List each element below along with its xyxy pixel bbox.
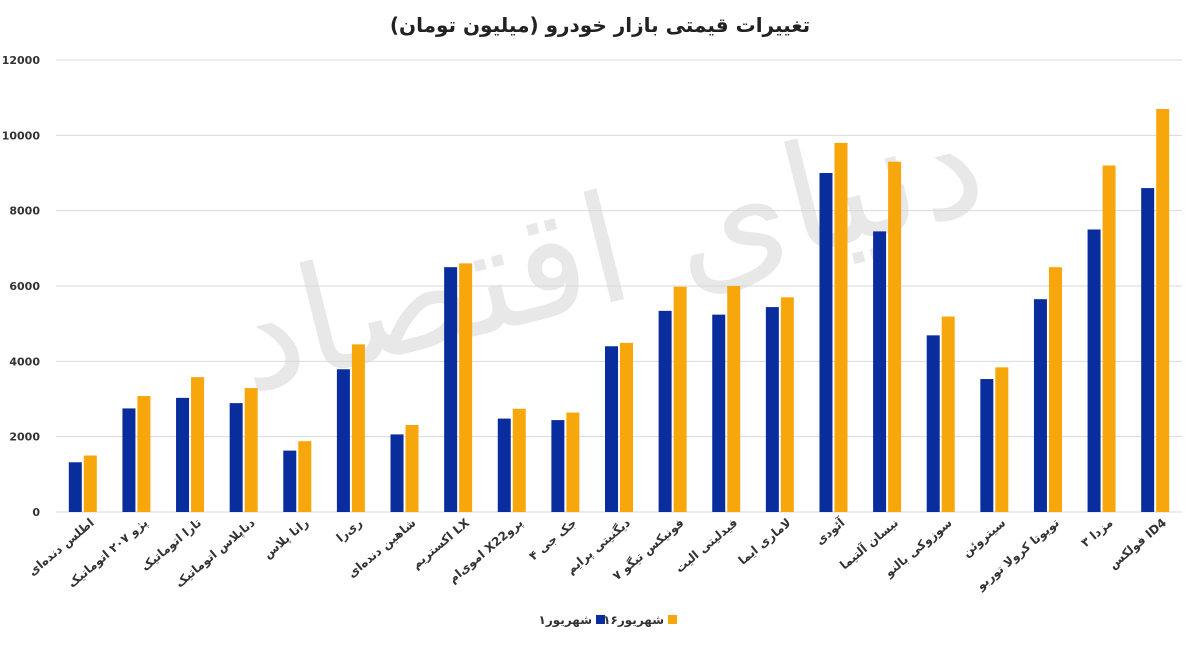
legend-swatch — [668, 615, 677, 624]
legend-label: ۱۶شهریور — [603, 613, 664, 628]
bar-series2 — [1156, 108, 1170, 512]
bar-series1 — [122, 408, 136, 512]
bar-series1 — [926, 335, 940, 512]
bar-series2 — [566, 412, 580, 512]
bar-series1 — [444, 267, 458, 512]
bars — [68, 108, 1170, 513]
bar-series1 — [819, 173, 833, 512]
bar-series2 — [995, 367, 1009, 512]
y-tick-label: 8000 — [9, 205, 40, 218]
bar-series1 — [1033, 299, 1047, 512]
bar-series1 — [712, 314, 726, 512]
y-axis-tick-labels: 0 2000 4000 6000 8000 10000 12000 — [2, 54, 41, 519]
bar-series2 — [673, 286, 687, 512]
legend-swatch — [596, 615, 605, 624]
x-category-label: جک جی ۴ — [526, 516, 579, 564]
y-tick-label: 10000 — [2, 129, 41, 142]
bar-series2 — [780, 297, 794, 512]
bar-series2 — [459, 263, 473, 512]
bar-series2 — [351, 344, 365, 512]
bar-series1 — [497, 418, 511, 512]
bar-series2 — [834, 142, 848, 512]
bar-series1 — [658, 310, 672, 512]
bar-series1 — [873, 231, 887, 512]
bar-series2 — [137, 395, 151, 512]
bar-series1 — [283, 450, 297, 512]
bar-series2 — [191, 377, 205, 512]
bar-series1 — [605, 346, 618, 512]
x-category-label: ری‌را — [334, 516, 365, 545]
bar-series1 — [229, 403, 243, 512]
bar-series2 — [941, 316, 955, 512]
bar-series2 — [620, 342, 633, 512]
bar-series1 — [551, 420, 565, 512]
bar-series1 — [765, 307, 779, 512]
bar-series1 — [1087, 229, 1101, 512]
bar-series2 — [405, 424, 419, 512]
bar-series2 — [1048, 267, 1062, 512]
legend: ۱شهریور ۱۶شهریور — [539, 613, 677, 628]
bar-series2 — [298, 441, 312, 512]
bar-series2 — [888, 161, 902, 512]
bar-series1 — [176, 397, 190, 512]
bar-series2 — [244, 388, 258, 512]
y-tick-label: 2000 — [9, 431, 40, 444]
legend-label: ۱شهریور — [539, 613, 592, 628]
chart-title: تغییرات قیمتی بازار خودرو (میلیون تومان) — [390, 13, 810, 37]
y-tick-label: 6000 — [9, 280, 40, 293]
x-category-label: مزدا ۳ — [1078, 516, 1115, 550]
bar-series1 — [1141, 188, 1155, 513]
bar-series1 — [336, 369, 350, 512]
grid-lines — [56, 59, 1182, 513]
x-category-label: لاماری ایما — [736, 516, 794, 568]
bar-series1 — [980, 379, 994, 512]
y-tick-label: 4000 — [9, 355, 40, 368]
x-category-label: رانا پلاس — [261, 516, 312, 562]
y-tick-label: 0 — [32, 506, 40, 519]
x-category-label: آئودی — [812, 514, 848, 548]
x-category-label: فولکس ID4 — [1106, 516, 1170, 573]
bar-series2 — [83, 455, 97, 512]
bar-series1 — [68, 462, 82, 512]
x-category-label: سیتروئن — [960, 516, 1009, 561]
y-tick-label: 12000 — [2, 54, 41, 67]
bar-series2 — [512, 408, 526, 512]
bar-series1 — [390, 434, 404, 512]
bar-series2 — [1102, 165, 1116, 512]
bar-series2 — [727, 286, 741, 512]
